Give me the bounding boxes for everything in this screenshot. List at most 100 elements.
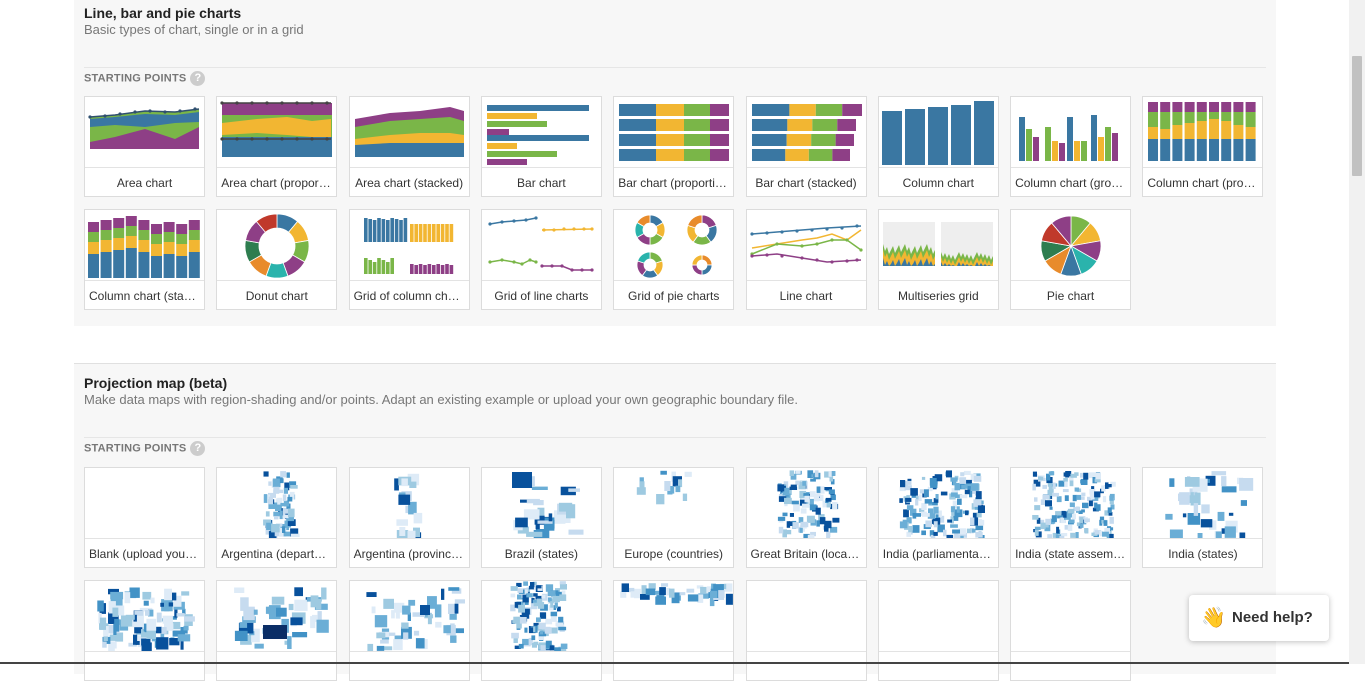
card-label	[878, 651, 998, 681]
template-card[interactable]: India (parliamentary constituencies)	[877, 467, 999, 568]
template-card[interactable]: Multiseries grid	[877, 209, 999, 310]
card-label	[85, 651, 204, 681]
template-card[interactable]: India (states)	[1142, 467, 1264, 568]
template-card[interactable]: Argentina (provinces)	[348, 467, 470, 568]
section-subtitle: Basic types of chart, single or in a gri…	[84, 22, 304, 37]
card-thumbnail	[879, 581, 998, 651]
template-card[interactable]	[348, 580, 470, 681]
template-card[interactable]: Bar chart (stacked)	[745, 96, 867, 197]
card-label	[217, 651, 337, 681]
card-thumbnail	[350, 581, 469, 651]
template-card[interactable]: Column chart (proportional)	[1142, 96, 1264, 197]
template-card[interactable]	[84, 580, 205, 681]
template-card[interactable]	[216, 580, 338, 681]
card-label: Column chart (grouped)	[1011, 167, 1131, 197]
waving-hand-icon: 👋	[1201, 607, 1226, 629]
divider	[84, 437, 1266, 438]
template-card[interactable]: Column chart (grouped)	[1010, 96, 1132, 197]
card-thumbnail	[747, 468, 866, 538]
card-label: India (state assembly constituencies)	[1011, 538, 1131, 568]
need-help-label: Need help?	[1232, 609, 1313, 626]
card-thumbnail	[350, 210, 469, 280]
section-projection-map: Projection map (beta) Make data maps wit…	[74, 363, 1276, 681]
template-card[interactable]: Argentina (departments)	[216, 467, 338, 568]
card-label: Grid of pie charts	[614, 280, 734, 310]
template-card[interactable]: Donut chart	[216, 209, 338, 310]
template-card[interactable]: Area chart	[84, 96, 205, 197]
template-card[interactable]	[745, 580, 867, 681]
card-thumbnail	[482, 581, 601, 651]
scrollbar[interactable]	[1349, 0, 1365, 664]
template-card[interactable]: Brazil (states)	[480, 467, 602, 568]
template-card[interactable]: Pie chart	[1010, 209, 1132, 310]
card-thumbnail	[1011, 97, 1130, 167]
card-label: Grid of column charts	[349, 280, 469, 310]
card-thumbnail	[1011, 581, 1130, 651]
card-thumbnail	[879, 210, 998, 280]
template-card[interactable]: Area chart (stacked)	[348, 96, 470, 197]
card-label	[481, 651, 601, 681]
card-label: India (parliamentary constituencies)	[878, 538, 998, 568]
starting-points-label: STARTING POINTS	[84, 72, 187, 85]
card-thumbnail	[85, 97, 204, 167]
card-label: Multiseries grid	[878, 280, 998, 310]
template-card[interactable]: Europe (countries)	[613, 467, 735, 568]
card-label: Donut chart	[217, 280, 337, 310]
card-thumbnail	[1011, 468, 1130, 538]
card-label: India (states)	[1143, 538, 1263, 568]
template-card[interactable]: Grid of column charts	[348, 209, 470, 310]
card-label	[1011, 651, 1131, 681]
card-thumbnail	[614, 468, 733, 538]
template-card[interactable]: Great Britain (local authorities)	[745, 467, 867, 568]
card-thumbnail	[747, 97, 866, 167]
divider	[84, 67, 1266, 68]
template-card[interactable]: Grid of pie charts	[613, 209, 735, 310]
card-label: Argentina (provinces)	[349, 538, 469, 568]
template-card[interactable]	[877, 580, 999, 681]
card-thumbnail	[85, 210, 204, 280]
template-card[interactable]	[1010, 580, 1132, 681]
card-thumbnail	[879, 97, 998, 167]
card-label	[614, 651, 734, 681]
card-thumbnail	[614, 97, 733, 167]
card-label: Bar chart (stacked)	[746, 167, 866, 197]
section-line-bar-pie: Line, bar and pie charts Basic types of …	[74, 0, 1276, 326]
section-title: Projection map (beta)	[84, 375, 228, 391]
template-card[interactable]: Column chart (stacked)	[84, 209, 205, 310]
card-label: Area chart (proportional)	[217, 167, 337, 197]
template-card[interactable]: Column chart	[877, 96, 999, 197]
card-thumbnail	[747, 581, 866, 651]
template-card[interactable]: Blank (upload your own)	[84, 467, 205, 568]
card-label: Brazil (states)	[481, 538, 601, 568]
card-thumbnail	[482, 97, 601, 167]
starting-points-label: STARTING POINTS	[84, 442, 187, 455]
template-card[interactable]: Area chart (proportional)	[216, 96, 338, 197]
card-thumbnail	[614, 581, 734, 651]
card-thumbnail	[217, 97, 336, 167]
scrollbar-thumb[interactable]	[1352, 56, 1362, 176]
template-card[interactable]	[613, 580, 735, 681]
section-subtitle: Make data maps with region-shading and/o…	[84, 392, 798, 407]
card-label: Grid of line charts	[481, 280, 601, 310]
starting-points-heading: STARTING POINTS?	[84, 71, 206, 86]
template-card[interactable]	[480, 580, 602, 681]
template-card[interactable]: Line chart	[745, 209, 867, 310]
card-label: Line chart	[746, 280, 866, 310]
card-label: Column chart (proportional)	[1143, 167, 1263, 197]
card-thumbnail	[614, 210, 733, 280]
help-icon[interactable]: ?	[190, 441, 206, 456]
card-thumbnail	[350, 97, 469, 167]
need-help-button[interactable]: 👋 Need help?	[1189, 595, 1329, 641]
template-card[interactable]: India (state assembly constituencies)	[1010, 467, 1132, 568]
card-label: Argentina (departments)	[217, 538, 337, 568]
starting-points-heading: STARTING POINTS?	[84, 441, 206, 456]
card-thumbnail	[482, 210, 601, 280]
card-label: Pie chart	[1011, 280, 1131, 310]
template-card[interactable]: Grid of line charts	[480, 209, 602, 310]
card-thumbnail	[350, 468, 469, 538]
card-thumbnail	[217, 210, 336, 280]
template-card[interactable]: Bar chart (proportional)	[613, 96, 735, 197]
template-card[interactable]: Bar chart	[480, 96, 602, 197]
help-icon[interactable]: ?	[190, 71, 206, 86]
card-thumbnail	[879, 468, 998, 538]
